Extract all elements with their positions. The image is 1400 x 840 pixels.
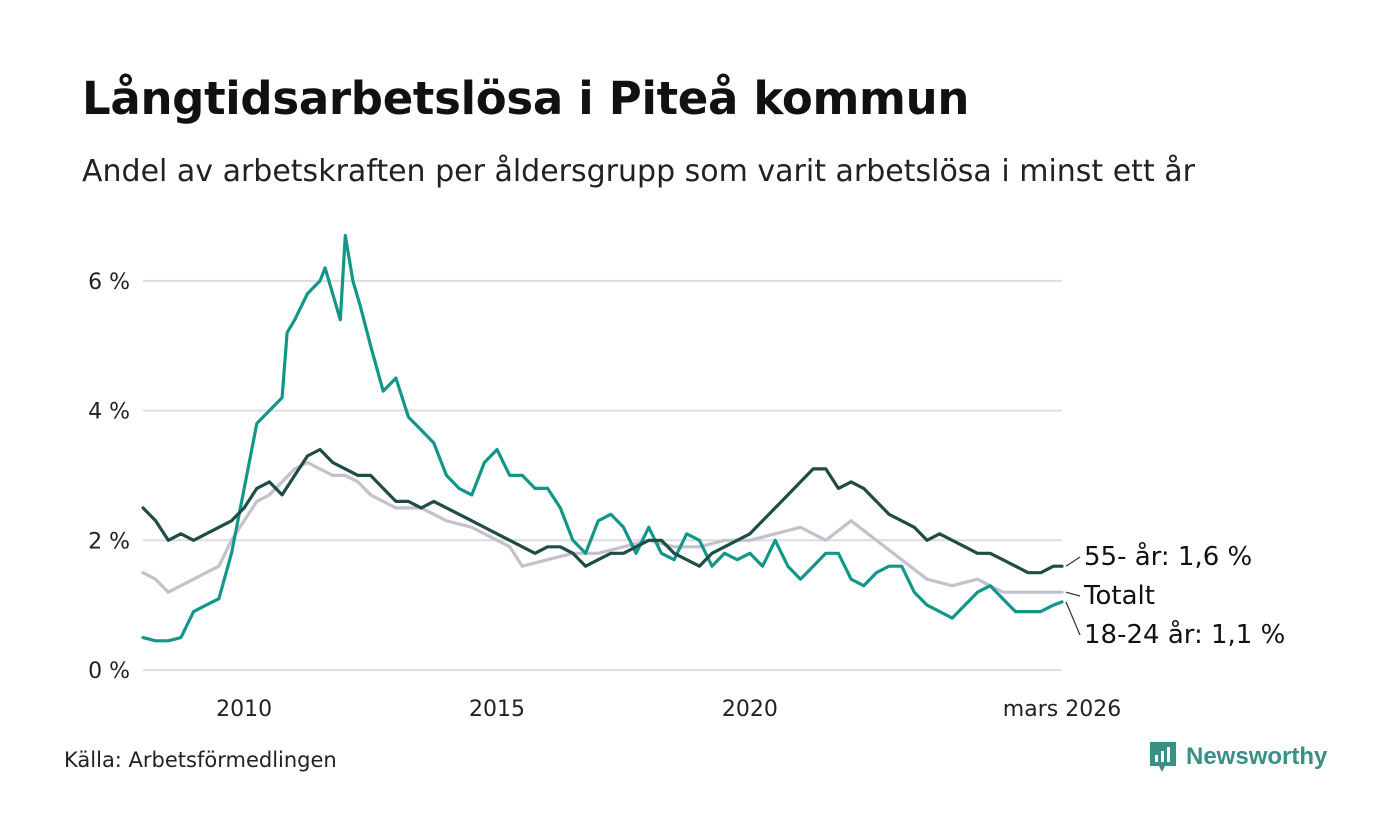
series-line-totalt xyxy=(141,460,1064,594)
y-tick-label: 4 % xyxy=(88,400,130,425)
x-tick-label: 2015 xyxy=(469,697,525,722)
series-labels: Totalt 18-24 år: 1,1 % 55- år: 1,6 % xyxy=(1065,541,1285,650)
y-tick-label: 6 % xyxy=(88,270,130,295)
grid-layer xyxy=(143,279,1062,671)
series-layer xyxy=(141,233,1064,643)
chart-title: Långtidsarbetslösa i Piteå kommun xyxy=(82,72,970,125)
y-axis: 0 % 2 % 4 % 6 % xyxy=(88,270,130,684)
chart-subtitle: Andel av arbetskraften per åldersgrupp s… xyxy=(82,154,1195,189)
newsworthy-icon xyxy=(1150,742,1176,772)
y-tick-label: 2 % xyxy=(88,529,130,554)
leader-line-s55 xyxy=(1065,556,1081,567)
brand-name: Newsworthy xyxy=(1186,743,1328,770)
series-label-totalt: Totalt xyxy=(1083,581,1155,611)
y-tick-label: 0 % xyxy=(88,659,130,684)
series-label-s55: 55- år: 1,6 % xyxy=(1084,541,1252,572)
brand-logo: Newsworthy xyxy=(1148,740,1327,774)
x-tick-label: 2020 xyxy=(722,697,778,722)
source-note: Källa: Arbetsförmedlingen xyxy=(64,748,337,772)
series-line-s1824 xyxy=(141,233,1064,643)
x-axis: 2010 2015 2020 mars 2026 xyxy=(216,697,1121,722)
series-label-s1824: 18-24 år: 1,1 % xyxy=(1084,619,1285,650)
x-tick-label: 2010 xyxy=(216,697,272,722)
leader-line-totalt xyxy=(1065,591,1081,597)
leader-line-s1824 xyxy=(1065,601,1081,636)
series-line-s55 xyxy=(141,447,1064,575)
x-tick-label: mars 2026 xyxy=(1003,697,1121,722)
